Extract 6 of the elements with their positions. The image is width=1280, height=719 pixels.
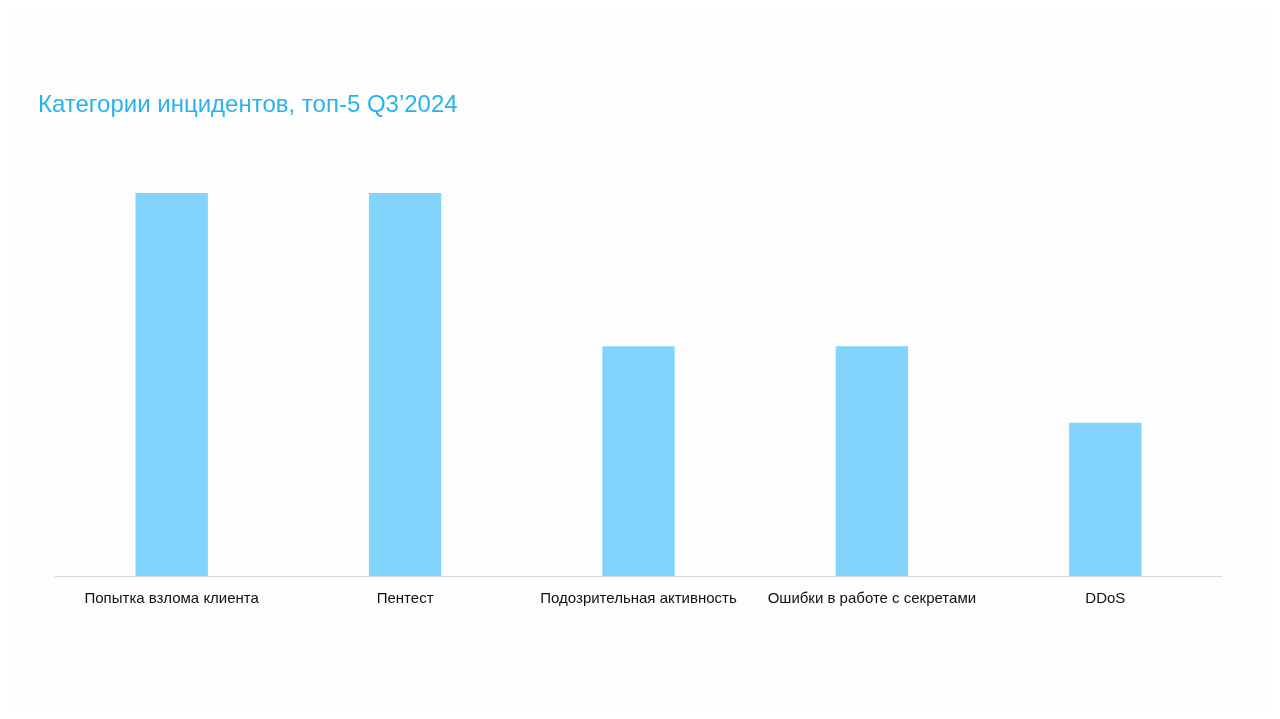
chart-title: Категории инцидентов, топ-5 Q3’2024 (38, 89, 458, 117)
x-tick-label: Ошибки в работе с секретами (767, 589, 977, 606)
x-tick-label: Попытка взлома клиента (84, 589, 260, 606)
x-tick-label: Подозрительная активность (540, 589, 737, 606)
x-tick-label: Пентест (376, 589, 434, 606)
x-tick-label: DDoS (1085, 589, 1126, 606)
